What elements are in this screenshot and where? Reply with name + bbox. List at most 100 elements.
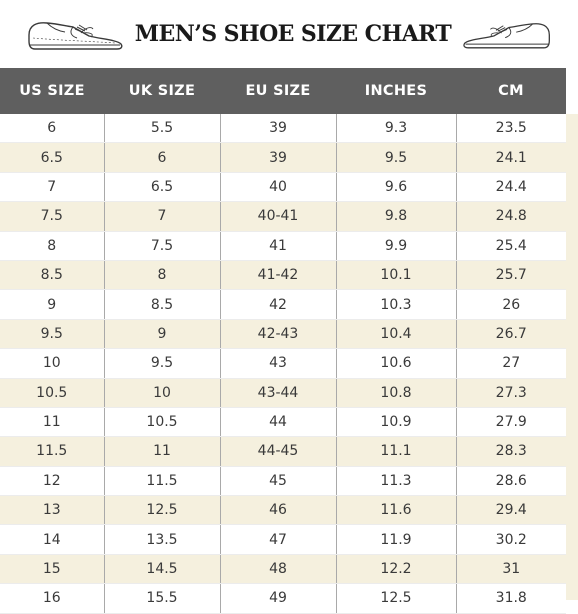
inches-cell: 10.8 [335, 378, 456, 408]
page-title: MEN’S SHOE SIZE CHART [134, 21, 452, 47]
cm-cell: 24.1 [455, 142, 566, 173]
eu-size-cell: 47 [219, 524, 336, 555]
column-header-inches: INCHES [336, 68, 456, 114]
table-row: 8 7.5 41 9.9 25.4 [0, 231, 566, 261]
shoe-icon [28, 22, 123, 50]
inches-cell: 10.9 [335, 407, 456, 438]
inches-cell: 10.4 [335, 319, 456, 350]
inches-cell: 9.3 [335, 114, 456, 144]
cm-cell: 24.4 [455, 172, 566, 203]
us-size-cell: 16 [0, 583, 104, 614]
uk-size-cell: 11 [103, 436, 220, 467]
column-header-cm: CM [456, 68, 566, 114]
cm-cell: 28.3 [455, 436, 566, 467]
size-chart-table: US SIZE UK SIZE EU SIZE INCHES CM 6 5.5 39… [0, 68, 566, 614]
eu-size-cell: 45 [219, 466, 336, 497]
table-row: 7 6.5 40 9.6 24.4 [0, 172, 566, 203]
eu-size-cell: 40-41 [219, 201, 336, 232]
inches-cell: 11.3 [335, 466, 456, 497]
table-row: 9.5 9 42-43 10.4 26.7 [0, 319, 566, 350]
cm-cell: 28.6 [455, 466, 566, 497]
eu-size-cell: 43-44 [219, 378, 336, 408]
uk-size-cell: 8.5 [103, 289, 220, 320]
us-size-cell: 10.5 [0, 378, 104, 408]
us-size-cell: 10 [0, 348, 104, 379]
cm-cell: 26.7 [455, 319, 566, 350]
uk-size-cell: 9 [103, 319, 220, 350]
us-size-cell: 7.5 [0, 201, 104, 232]
uk-size-cell: 12.5 [103, 495, 220, 526]
cm-cell: 25.4 [455, 231, 566, 261]
column-header-eu-size: EU SIZE [220, 68, 336, 114]
uk-size-cell: 10.5 [103, 407, 220, 438]
table-row: 9 8.5 42 10.3 26 [0, 289, 566, 320]
eu-size-cell: 43 [219, 348, 336, 379]
table-row: 8.5 8 41-42 10.1 25.7 [0, 260, 566, 291]
inches-cell: 12.5 [335, 583, 456, 614]
uk-size-cell: 6 [103, 142, 220, 173]
cm-cell: 27 [455, 348, 566, 379]
eu-size-cell: 48 [219, 554, 336, 585]
uk-size-cell: 9.5 [103, 348, 220, 379]
cm-cell: 26 [455, 289, 566, 320]
table-row: 7.5 7 40-41 9.8 24.8 [0, 201, 566, 232]
uk-size-cell: 11.5 [103, 466, 220, 497]
inches-cell: 10.6 [335, 348, 456, 379]
us-size-cell: 9.5 [0, 319, 104, 350]
cm-cell: 25.7 [455, 260, 566, 291]
us-size-cell: 14 [0, 524, 104, 555]
uk-size-cell: 8 [103, 260, 220, 291]
shoe-icon [463, 23, 551, 49]
inches-cell: 10.1 [335, 260, 456, 291]
uk-size-cell: 5.5 [103, 114, 220, 144]
eu-size-cell: 42-43 [219, 319, 336, 350]
uk-size-cell: 13.5 [103, 524, 220, 555]
us-size-cell: 6.5 [0, 142, 104, 173]
inches-cell: 11.9 [335, 524, 456, 555]
us-size-cell: 11 [0, 407, 104, 438]
eu-size-cell: 44-45 [219, 436, 336, 467]
eu-size-cell: 39 [219, 114, 336, 144]
table-row: 11.5 11 44-45 11.1 28.3 [0, 436, 566, 467]
us-size-cell: 7 [0, 172, 104, 203]
uk-size-cell: 7.5 [103, 231, 220, 261]
cm-cell: 23.5 [455, 114, 566, 144]
inches-cell: 11.6 [335, 495, 456, 526]
inches-cell: 9.8 [335, 201, 456, 232]
eu-size-cell: 41 [219, 231, 336, 261]
uk-size-cell: 6.5 [103, 172, 220, 203]
eu-size-cell: 39 [219, 142, 336, 173]
table-row: 13 12.5 46 11.6 29.4 [0, 495, 566, 526]
table-row: 10 9.5 43 10.6 27 [0, 348, 566, 379]
column-header-us-size: US SIZE [0, 68, 104, 114]
table-row: 14 13.5 47 11.9 30.2 [0, 524, 566, 555]
cm-cell: 31.8 [455, 583, 566, 614]
uk-size-cell: 10 [103, 378, 220, 408]
cm-cell: 24.8 [455, 201, 566, 232]
chart-header: MEN’S SHOE SIZE CHART [0, 0, 578, 68]
table-row: 16 15.5 49 12.5 31.8 [0, 583, 566, 614]
uk-size-cell: 7 [103, 201, 220, 232]
table-row: 12 11.5 45 11.3 28.6 [0, 466, 566, 497]
us-size-cell: 13 [0, 495, 104, 526]
eu-size-cell: 49 [219, 583, 336, 614]
inches-cell: 9.9 [335, 231, 456, 261]
uk-size-cell: 14.5 [103, 554, 220, 585]
inches-cell: 12.2 [335, 554, 456, 585]
us-size-cell: 11.5 [0, 436, 104, 467]
us-size-cell: 8 [0, 231, 104, 261]
uk-size-cell: 15.5 [103, 583, 220, 614]
eu-size-cell: 44 [219, 407, 336, 438]
inches-cell: 9.5 [335, 142, 456, 173]
table-row: 15 14.5 48 12.2 31 [0, 554, 566, 585]
inches-cell: 11.1 [335, 436, 456, 467]
column-header-uk-size: UK SIZE [104, 68, 220, 114]
table-body: 6 5.5 39 9.3 23.5 6.5 6 39 9.5 24.1 7 6.5 40 9.6 24.4 7… [0, 114, 566, 614]
table-row: 10.5 10 43-44 10.8 27.3 [0, 378, 566, 408]
us-size-cell: 6 [0, 114, 104, 144]
table-row: 6.5 6 39 9.5 24.1 [0, 142, 566, 173]
eu-size-cell: 42 [219, 289, 336, 320]
eu-size-cell: 46 [219, 495, 336, 526]
cm-cell: 29.4 [455, 495, 566, 526]
table-edge-strip [566, 114, 578, 600]
